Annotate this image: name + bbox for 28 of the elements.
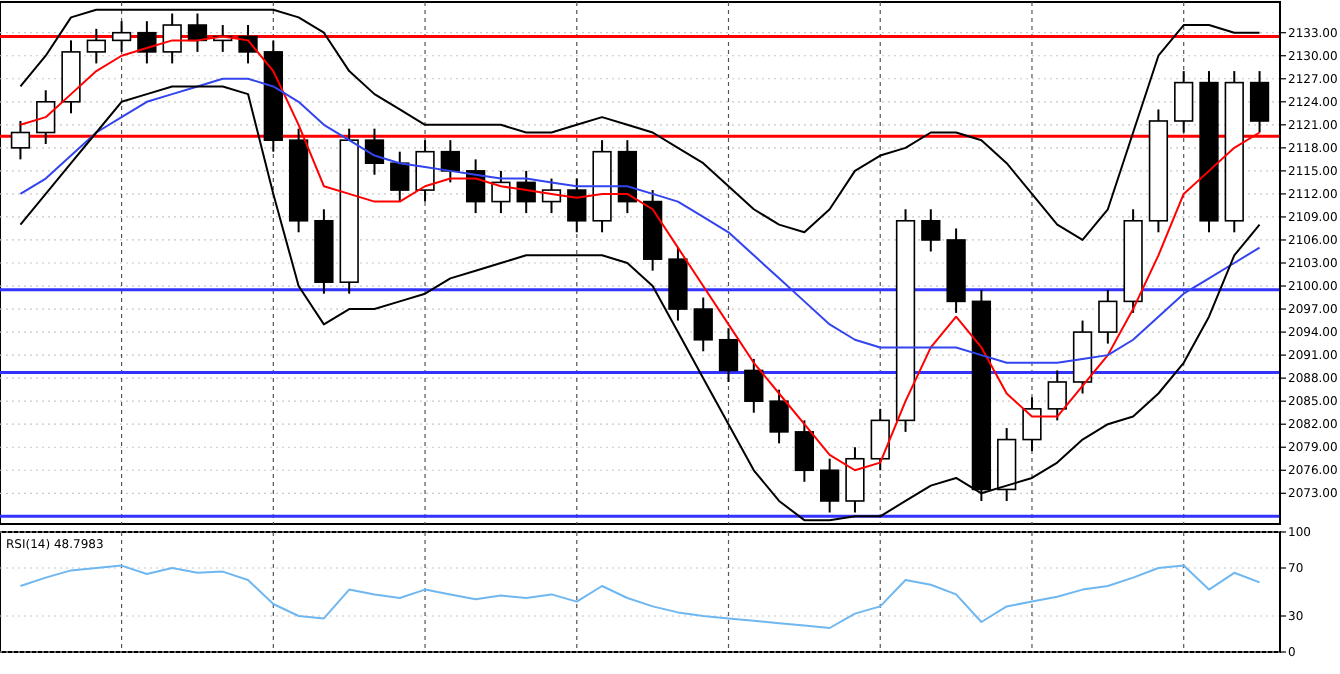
candlestick bbox=[693, 296, 713, 353]
line-series bbox=[19, 564, 1261, 629]
candlestick bbox=[1047, 369, 1067, 422]
candlestick bbox=[567, 177, 587, 234]
candlestick bbox=[718, 327, 739, 383]
candlestick bbox=[921, 208, 941, 253]
candlestick bbox=[111, 20, 132, 53]
candlestick bbox=[1098, 288, 1118, 345]
line-series bbox=[19, 8, 1261, 241]
candlestick bbox=[1022, 396, 1042, 453]
candlestick bbox=[1174, 70, 1194, 134]
candlestick bbox=[390, 150, 410, 203]
line-series bbox=[19, 77, 1261, 364]
candlestick bbox=[137, 20, 157, 65]
candlestick bbox=[36, 89, 56, 146]
candlestick bbox=[86, 27, 106, 65]
candlestick bbox=[415, 139, 435, 203]
candlestick bbox=[845, 446, 865, 514]
candlestick bbox=[870, 407, 890, 472]
candlestick bbox=[1249, 70, 1270, 134]
candlestick bbox=[491, 169, 511, 215]
candlestick bbox=[10, 119, 31, 161]
candlestick bbox=[440, 139, 460, 184]
candlestick bbox=[744, 357, 764, 414]
candlestick bbox=[769, 388, 789, 445]
candlestick bbox=[794, 419, 815, 483]
candlestick bbox=[820, 457, 840, 514]
candlestick bbox=[364, 127, 385, 176]
